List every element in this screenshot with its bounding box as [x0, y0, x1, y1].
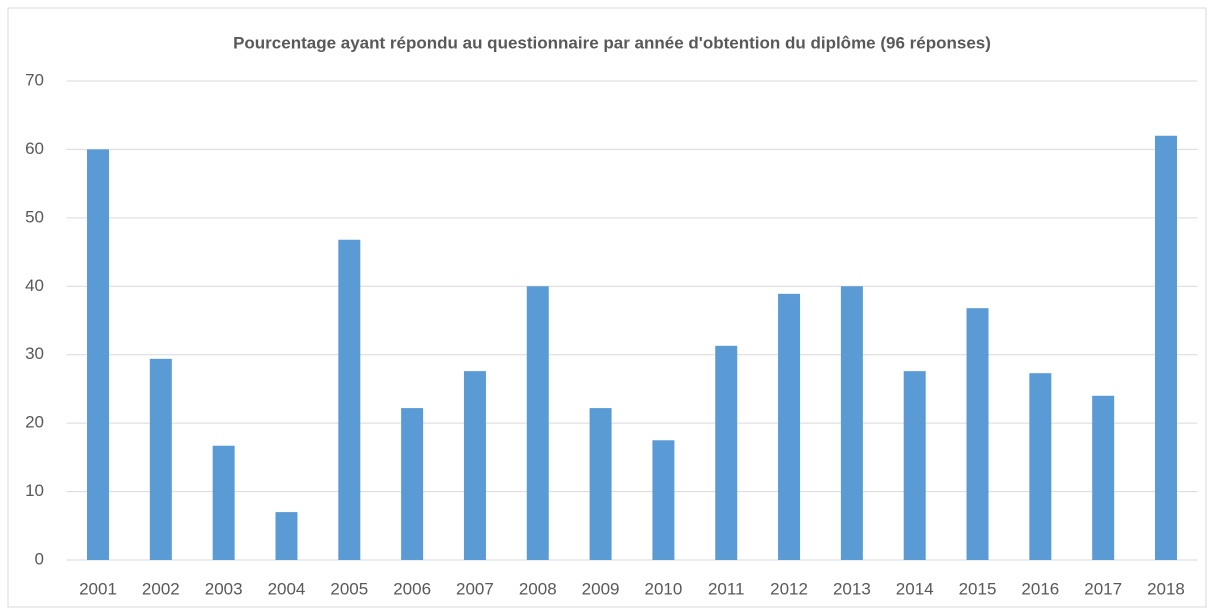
bar	[652, 440, 675, 560]
x-tick-label: 2008	[519, 579, 557, 598]
x-tick-label: 2003	[205, 579, 243, 598]
y-tick-label: 50	[25, 207, 44, 226]
x-tick-label: 2018	[1147, 579, 1185, 598]
x-tick-label: 2011	[708, 579, 745, 598]
bar	[212, 445, 235, 560]
x-tick-label: 2015	[959, 579, 997, 598]
bar	[715, 345, 738, 560]
bar	[1154, 135, 1177, 560]
x-tick-label: 2007	[456, 579, 494, 598]
bar	[966, 308, 989, 560]
y-tick-label: 60	[25, 139, 44, 158]
x-tick-label: 2014	[896, 579, 934, 598]
bar	[1029, 373, 1052, 560]
x-tick-label: 2017	[1084, 579, 1122, 598]
y-tick-label: 0	[35, 549, 44, 568]
y-tick-label: 20	[25, 413, 44, 432]
bar	[903, 371, 926, 560]
x-tick-label: 2001	[79, 579, 117, 598]
y-tick-label: 70	[25, 70, 44, 89]
x-tick-label: 2016	[1021, 579, 1059, 598]
bar	[149, 358, 172, 560]
x-tick-label: 2005	[330, 579, 368, 598]
y-tick-label: 10	[25, 481, 44, 500]
bar	[401, 408, 424, 560]
y-tick-label: 40	[25, 276, 44, 295]
x-tick-label: 2006	[393, 579, 431, 598]
chart-title: Pourcentage ayant répondu au questionnai…	[233, 33, 991, 52]
x-tick-label: 2004	[268, 579, 306, 598]
x-tick-label: 2012	[770, 579, 808, 598]
bar	[589, 408, 612, 560]
bar	[778, 293, 801, 560]
bar	[463, 371, 486, 560]
bar	[1092, 395, 1115, 560]
bar	[338, 239, 361, 561]
bar	[87, 149, 110, 560]
y-tick-label: 30	[25, 344, 44, 363]
bar	[526, 286, 549, 560]
x-tick-label: 2002	[142, 579, 180, 598]
x-tick-label: 2009	[582, 579, 620, 598]
x-tick-label: 2010	[644, 579, 682, 598]
x-tick-label: 2013	[833, 579, 871, 598]
bar	[840, 286, 863, 560]
bar	[275, 512, 298, 560]
